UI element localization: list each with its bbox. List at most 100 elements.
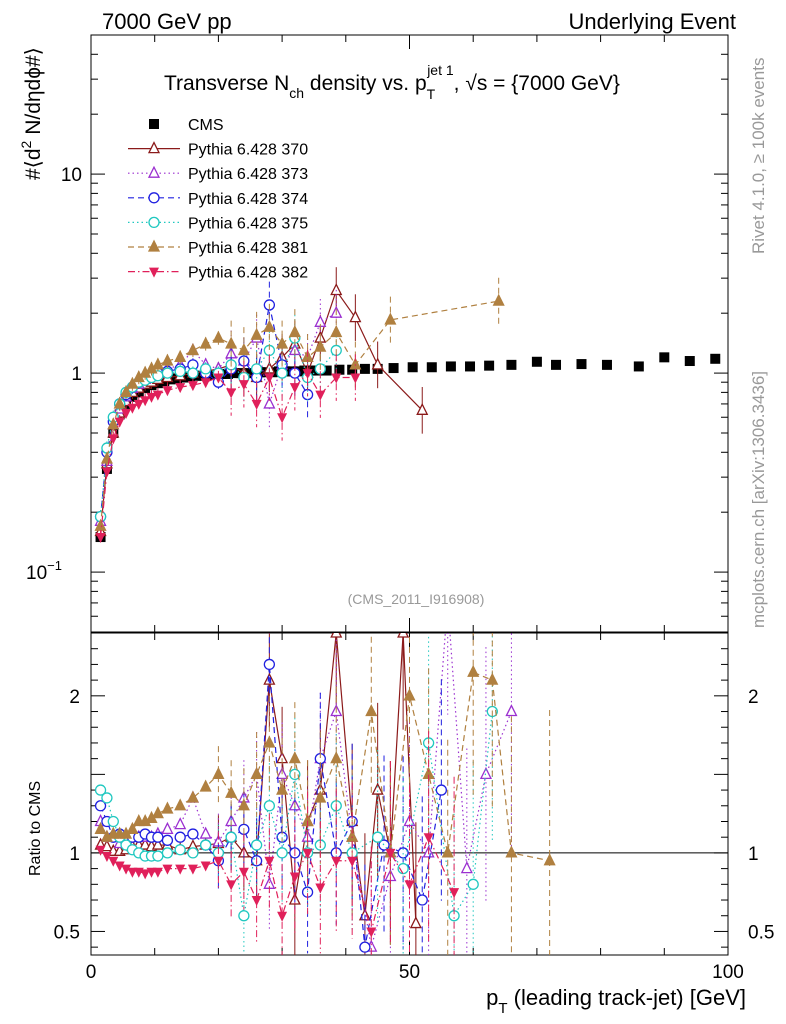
ratio-point-p382 bbox=[449, 888, 460, 899]
legend-marker bbox=[149, 119, 159, 129]
ratio-point-p382 bbox=[423, 833, 434, 844]
ratio-point-p381 bbox=[212, 766, 225, 780]
ratio-point-p381 bbox=[237, 798, 250, 811]
ratio-point-p375 bbox=[238, 910, 250, 922]
point-cms bbox=[426, 362, 437, 373]
point-p381 bbox=[276, 336, 289, 349]
ratio-point-p381 bbox=[186, 790, 199, 803]
ratio-point-p374 bbox=[94, 800, 107, 812]
ratio-point-p382 bbox=[366, 927, 377, 938]
header-left: 7000 GeV pp bbox=[102, 9, 232, 34]
ratio-point-p382 bbox=[187, 864, 198, 875]
legend-item-p382: Pythia 6.428 382 bbox=[128, 265, 308, 282]
point-p381 bbox=[212, 330, 225, 343]
ratio-point-p382 bbox=[347, 856, 358, 867]
mcplots-label: mcplots.cern.ch [arXiv:1306.3436] bbox=[749, 371, 768, 628]
point-p382 bbox=[331, 373, 342, 384]
x-axis-label: pT (leading track-jet) [GeV] bbox=[486, 985, 746, 1017]
point-p381 bbox=[384, 312, 397, 325]
ratio-point-p381 bbox=[263, 735, 276, 748]
ratio-y-tick-label-right: 0.5 bbox=[748, 922, 774, 943]
point-p382 bbox=[152, 390, 163, 401]
legend-item-p375: Pythia 6.428 375 bbox=[128, 215, 308, 232]
ratio-point-p370 bbox=[397, 633, 410, 638]
point-p382 bbox=[146, 392, 157, 403]
ratio-point-p375 bbox=[161, 847, 174, 859]
point-p382 bbox=[213, 373, 224, 384]
ratio-point-p381 bbox=[288, 751, 301, 764]
ratio-point-p374 bbox=[161, 834, 174, 846]
ratio-y-tick-label-right: 2 bbox=[748, 687, 759, 708]
point-cms bbox=[659, 352, 670, 363]
ratio-point-p375 bbox=[276, 847, 288, 859]
point-p382 bbox=[95, 533, 106, 544]
legend-label: CMS bbox=[188, 117, 224, 134]
ratio-point-p382 bbox=[114, 861, 125, 872]
ratio-point-p382 bbox=[200, 861, 211, 872]
ratio-point-p381 bbox=[199, 779, 212, 792]
ratio-point-p375 bbox=[94, 784, 107, 796]
legend-marker bbox=[148, 192, 160, 204]
point-cms bbox=[506, 359, 517, 370]
point-cms bbox=[601, 359, 612, 370]
main-panel-frame bbox=[90, 34, 729, 633]
point-cms bbox=[465, 361, 476, 372]
point-p381 bbox=[161, 353, 174, 366]
ratio-point-p370 bbox=[330, 633, 343, 638]
ratio-y-tick-label: 2 bbox=[69, 687, 80, 708]
point-p382 bbox=[108, 434, 119, 445]
ratio-point-p374 bbox=[174, 831, 186, 843]
ratio-point-p381 bbox=[151, 806, 164, 819]
point-p381 bbox=[113, 396, 126, 409]
ratio-point-p370 bbox=[139, 837, 152, 850]
ratio-point-p375 bbox=[467, 878, 479, 890]
point-p382 bbox=[277, 413, 288, 424]
point-p382 bbox=[238, 380, 249, 391]
point-p375 bbox=[174, 365, 186, 378]
point-p382 bbox=[114, 417, 125, 428]
point-p381 bbox=[250, 327, 263, 340]
ratio-point-p375 bbox=[101, 792, 113, 804]
point-p370 bbox=[330, 283, 343, 296]
ratio-point-p382 bbox=[315, 883, 326, 894]
point-p370 bbox=[349, 310, 362, 323]
ratio-point-p374 bbox=[359, 941, 371, 953]
ratio-point-p381 bbox=[505, 845, 518, 858]
point-p382 bbox=[350, 373, 361, 384]
ratio-point-p382 bbox=[108, 856, 119, 867]
legend-label: Pythia 6.428 374 bbox=[188, 191, 308, 208]
ratio-point-p382 bbox=[121, 864, 132, 875]
ratio-point-p382 bbox=[101, 852, 112, 863]
point-cms bbox=[576, 359, 587, 370]
ratio-point-p382 bbox=[95, 845, 106, 856]
legend-label: Pythia 6.428 373 bbox=[188, 166, 308, 183]
ratio-point-p381 bbox=[276, 782, 289, 795]
legend-item-p373: Pythia 6.428 373 bbox=[128, 165, 308, 183]
ratio-point-p382 bbox=[238, 867, 249, 878]
point-cms bbox=[633, 361, 644, 372]
point-cms bbox=[484, 360, 495, 371]
point-cms bbox=[321, 365, 332, 376]
ratio-point-p373 bbox=[161, 821, 174, 834]
point-p382 bbox=[127, 403, 138, 414]
series-line-p370 bbox=[99, 289, 423, 532]
ratio-point-p370 bbox=[409, 916, 422, 929]
point-p375 bbox=[276, 367, 288, 379]
legend-label: Pythia 6.428 381 bbox=[188, 240, 308, 257]
ratio-y-tick-label: 0.5 bbox=[54, 922, 80, 943]
legend: CMS Pythia 6.428 370 Pythia 6.428 373 Pythi… bbox=[128, 117, 308, 282]
x-tick-label: 100 bbox=[712, 962, 744, 983]
point-p375 bbox=[187, 367, 199, 379]
ratio-point-p382 bbox=[140, 869, 151, 880]
ratio-point-p382 bbox=[331, 856, 342, 867]
ratio-point-p375 bbox=[200, 839, 212, 851]
ratio-point-p375 bbox=[263, 800, 276, 812]
x-tick-label: 0 bbox=[86, 962, 97, 983]
point-p382 bbox=[101, 467, 112, 478]
ratio-point-p373 bbox=[460, 861, 473, 874]
point-p381 bbox=[119, 384, 133, 398]
ratio-point-p382 bbox=[226, 880, 237, 891]
point-p381 bbox=[107, 417, 120, 430]
ratio-point-p381 bbox=[365, 704, 378, 717]
point-cms bbox=[710, 353, 721, 364]
